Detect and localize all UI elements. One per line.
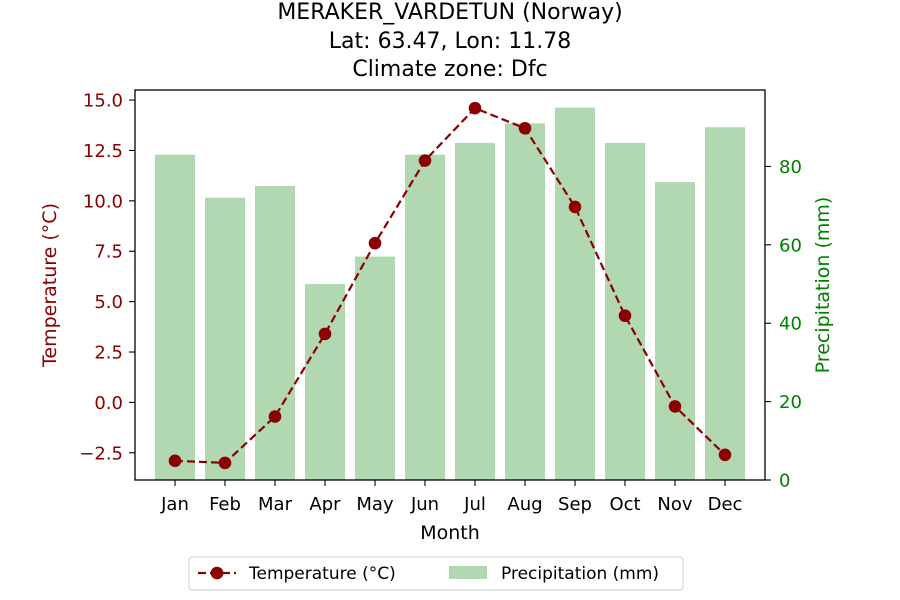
precipitation-bar-sep (555, 107, 595, 481)
temperature-line (174, 106, 726, 464)
precipitation-bar-mar (255, 186, 295, 480)
y-left-tick-label: 10.0 (83, 191, 123, 212)
x-tick-label: May (356, 494, 394, 515)
y-left-tick-label: 5.0 (94, 292, 123, 313)
temperature-point-may (368, 236, 382, 250)
legend-precipitation-label: Precipitation (mm) (501, 564, 659, 584)
x-tick-label: Sep (558, 494, 592, 515)
y-left-tick-label: 7.5 (94, 242, 123, 263)
y-left-tick-label: 0.0 (94, 393, 123, 414)
precipitation-bar-may (355, 256, 395, 480)
temperature-point-sep (568, 200, 582, 214)
temperature-point-oct (618, 309, 632, 323)
x-tick-label: Dec (708, 494, 743, 515)
x-tick-label: Feb (209, 494, 241, 515)
y-left-tick-label: 15.0 (83, 91, 123, 112)
plot-frame (134, 89, 766, 481)
legend-box (188, 556, 684, 591)
temperature-point-jul (468, 101, 482, 115)
temperature-line-layer (168, 101, 732, 470)
x-tick-label: Nov (657, 494, 692, 515)
axes: −2.5 0.0 2.5 5.0 7.5 10.0 12.5 15.0 0 20 40 60 80 Jan… (39, 89, 834, 544)
x-tick-label: Jan (160, 494, 189, 515)
temperature-point-nov (668, 400, 682, 413)
temperature-point-apr (318, 327, 332, 341)
y-right-tick-label: 40 (779, 314, 802, 335)
chart-title-line-3: Climate zone: Dfc (352, 57, 548, 82)
temperature-point-mar (268, 410, 282, 423)
x-tick-label: Jul (463, 494, 486, 515)
x-tick-label: Mar (258, 494, 293, 515)
legend-precipitation-swatch (449, 566, 487, 579)
x-tick-label: Jun (410, 494, 439, 515)
y-right-tick-label: 60 (779, 235, 802, 256)
x-tick-label: Apr (309, 494, 341, 515)
x-tick-label: Aug (507, 494, 542, 515)
y-right-axis-label: Precipitation (mm) (812, 197, 834, 374)
temperature-point-dec (718, 448, 732, 462)
legend-temperature-label: Temperature (°C) (248, 564, 396, 584)
temperature-point-jan (168, 454, 182, 468)
temperature-point-feb (218, 456, 232, 470)
temperature-point-jun (418, 154, 432, 167)
y-right-tick-label: 0 (779, 471, 790, 492)
precipitation-bar-apr (305, 284, 345, 480)
x-axis-label: Month (420, 522, 480, 544)
precipitation-bar-feb (205, 197, 245, 480)
chart-title-line-2: Lat: 63.47, Lon: 11.78 (328, 29, 572, 54)
legend-temperature-marker (210, 566, 224, 580)
y-left-tick-label: 2.5 (94, 343, 123, 364)
precipitation-bars (155, 107, 745, 481)
precipitation-bar-nov (655, 182, 695, 481)
precipitation-bar-jul (455, 142, 495, 481)
precipitation-bar-aug (505, 123, 545, 480)
precipitation-bar-jan (155, 154, 195, 480)
chart-title-line-1: MERAKER_VARDETUN (Norway) (277, 0, 623, 25)
x-tick-label: Oct (609, 494, 640, 515)
precipitation-bar-jun (405, 154, 445, 480)
y-right-tick-label: 20 (779, 392, 802, 413)
legend: Temperature (°C) Precipitation (mm) (188, 556, 684, 591)
y-left-axis-label: Temperature (°C) (39, 203, 61, 368)
y-left-tick-label: −2.5 (79, 443, 123, 464)
y-right-tick-label: 80 (779, 157, 802, 178)
precipitation-bar-dec (705, 127, 745, 481)
y-left-tick-label: 12.5 (83, 141, 123, 162)
temperature-point-aug (518, 121, 532, 135)
